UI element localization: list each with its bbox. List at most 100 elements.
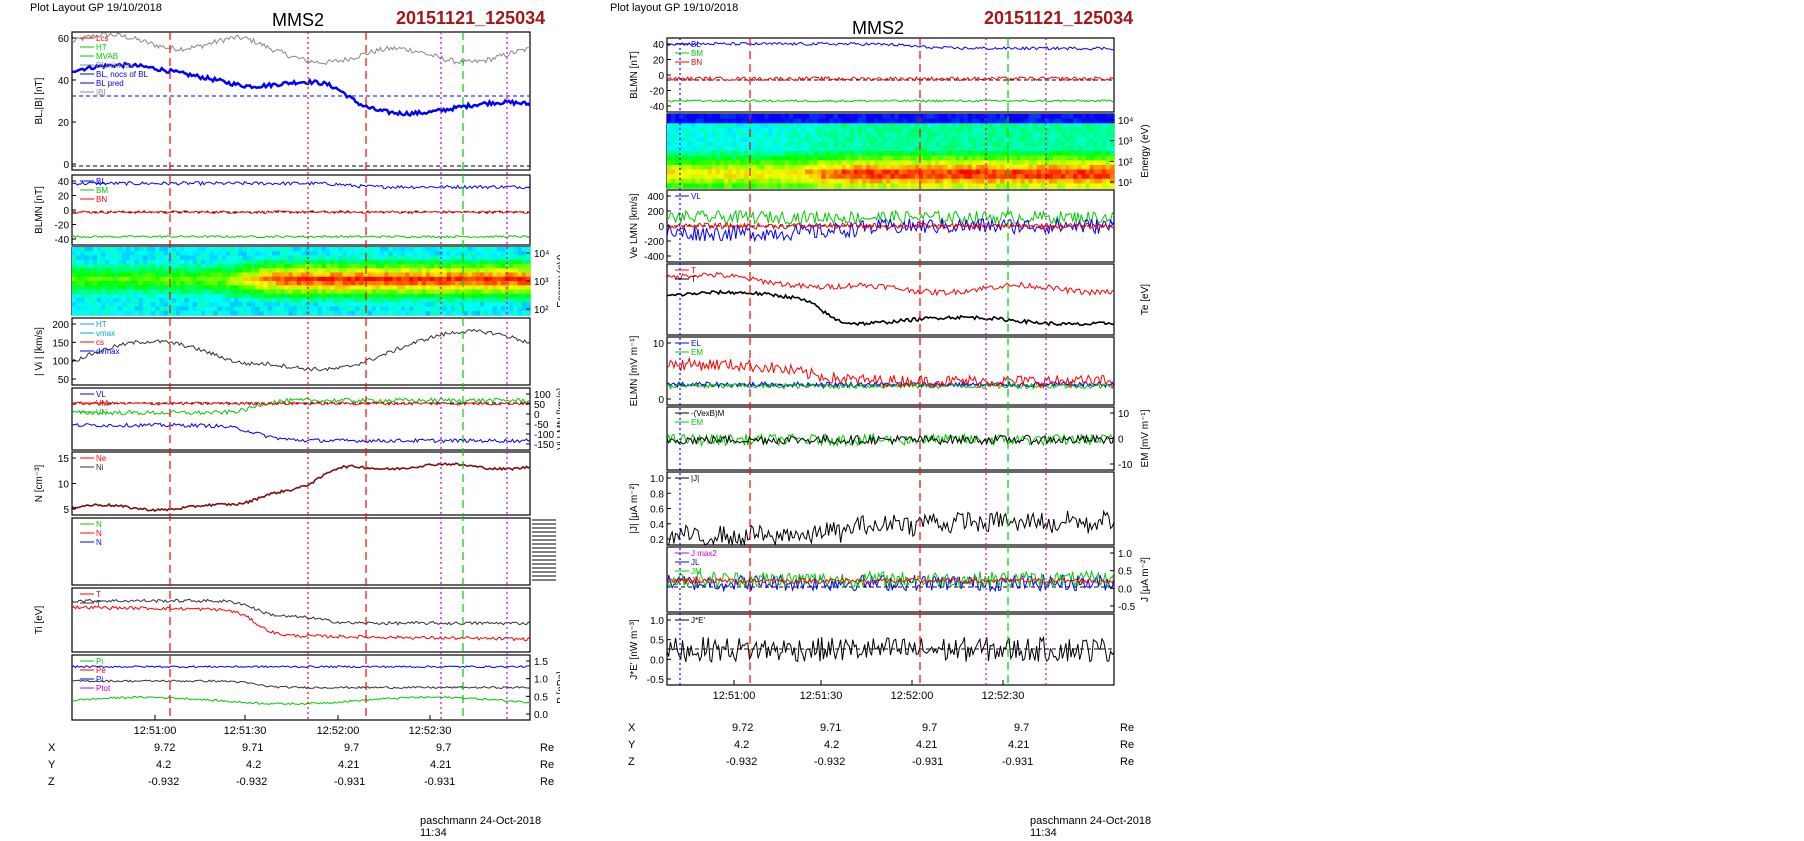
- spectrogram-cell: [392, 272, 398, 278]
- spectrogram-cell: [450, 276, 456, 282]
- spectrogram-cell: [267, 272, 273, 278]
- spectrogram-cell: [740, 169, 745, 175]
- spectrogram-cell: [695, 132, 701, 138]
- spectrogram-cell: [226, 264, 231, 269]
- spectrogram-cell: [117, 264, 123, 269]
- spectrogram-cell: [342, 281, 348, 286]
- spectrogram-cell: [338, 276, 344, 282]
- spectrogram-cell: [80, 251, 86, 257]
- spectrogram-cell: [84, 306, 90, 312]
- spectrogram-cell: [882, 169, 888, 175]
- spectrogram-cell: [1032, 151, 1038, 157]
- spectrogram-cell: [992, 174, 997, 180]
- legend-entry: EL: [691, 339, 701, 348]
- y-tick-label: 15: [58, 454, 70, 465]
- spectrogram-cell: [784, 169, 790, 175]
- spectrogram-cell: [309, 306, 315, 312]
- spectrogram-cell: [234, 310, 240, 316]
- spectrogram-cell: [113, 298, 119, 303]
- spectrogram-cell: [1069, 178, 1074, 184]
- spectrogram-cell: [797, 155, 802, 161]
- spectrogram-cell: [359, 293, 365, 299]
- spectrogram-cell: [292, 268, 298, 274]
- spectrogram-cell: [772, 178, 778, 184]
- spectrogram-cell: [1101, 132, 1107, 138]
- spectrogram-cell: [180, 310, 186, 316]
- spectrogram-cell: [1032, 174, 1038, 180]
- spectrogram-cell: [780, 114, 786, 120]
- spectrogram-cell: [744, 174, 749, 180]
- spectrogram-cell: [1089, 141, 1095, 147]
- spectrogram-cell: [752, 169, 757, 175]
- spectrogram-cell: [488, 302, 494, 308]
- spectrogram-cell: [484, 255, 489, 261]
- spectrogram-cell: [902, 160, 908, 166]
- spectrogram-cell: [813, 114, 818, 120]
- spectrogram-cell: [180, 298, 186, 303]
- spectrogram-cell: [375, 264, 381, 269]
- spectrogram-cell: [122, 251, 127, 257]
- spectrogram-cell: [230, 264, 235, 269]
- spectrogram-cell: [752, 127, 757, 134]
- spectrogram-cell: [975, 183, 981, 189]
- spectrogram-cell: [496, 255, 502, 261]
- spectrogram-cell: [821, 183, 827, 189]
- y-tick-label: 40: [58, 76, 70, 87]
- y-tick-label: 1.0: [534, 675, 548, 686]
- panel-frame: [71, 517, 531, 586]
- spectrogram-cell: [1032, 137, 1038, 143]
- spectrogram-cell: [76, 255, 81, 261]
- spectrogram-cell: [1020, 174, 1026, 180]
- spectrogram-cell: [500, 306, 506, 312]
- spectrogram-cell: [813, 174, 818, 180]
- spectrogram-cell: [931, 169, 936, 175]
- spectrogram-cell: [821, 132, 827, 138]
- spectrogram-cell: [513, 255, 519, 261]
- spectrogram-cell: [845, 137, 851, 143]
- spectrogram-cell: [101, 289, 106, 295]
- spectrogram-cell: [392, 310, 398, 316]
- spectrogram-cell: [939, 141, 944, 147]
- spectrogram-cell: [296, 259, 302, 265]
- spectrogram-cell: [886, 141, 892, 147]
- spectrogram-cell: [384, 255, 390, 261]
- spectrogram-cell: [155, 268, 161, 274]
- spectrogram-cell: [221, 272, 227, 278]
- spectrogram-cell: [691, 146, 697, 152]
- spectrogram-cell: [330, 298, 335, 303]
- spectrogram-cell: [280, 255, 285, 261]
- spectrogram-cell: [756, 127, 762, 134]
- y-tick-label: 0.8: [650, 489, 664, 500]
- legend-entry: BN: [691, 58, 702, 67]
- spectrogram-cell: [446, 302, 452, 308]
- spectrogram-cell: [1105, 178, 1111, 184]
- spectrogram-cell: [858, 160, 863, 166]
- spectrogram-cell: [715, 114, 721, 120]
- spectrogram-cell: [488, 247, 494, 252]
- spectrogram-cell: [417, 298, 423, 303]
- spectrogram-cell: [858, 118, 863, 124]
- spectrogram-cell: [862, 169, 867, 175]
- spectrogram-cell: [955, 174, 961, 180]
- series-Ti-para: [71, 598, 531, 626]
- spectrogram-cell: [1028, 151, 1034, 157]
- spectrogram-cell: [878, 160, 883, 166]
- spectrogram-cell: [301, 310, 306, 316]
- spectrogram-cell: [858, 141, 863, 147]
- spectrogram-cell: [874, 178, 879, 184]
- spectrogram-cell: [923, 137, 928, 143]
- spectrogram-cell: [351, 289, 356, 295]
- spectrogram-cell: [1077, 141, 1083, 147]
- spectrogram-cell: [841, 141, 847, 147]
- y-axis-label: |J| [μA m⁻²]: [629, 483, 640, 533]
- spectrogram-cell: [1004, 164, 1009, 171]
- spectrogram-cell: [284, 306, 290, 312]
- spectrogram-cell: [176, 289, 181, 295]
- spectrogram-cell: [455, 310, 460, 316]
- spectrogram-cell: [833, 127, 839, 134]
- spectrogram-cell: [213, 285, 219, 291]
- spectrogram-cell: [874, 137, 879, 143]
- spectrogram-cell: [230, 247, 235, 252]
- spectrogram-cell: [405, 281, 410, 286]
- spectrogram-cell: [1028, 137, 1034, 143]
